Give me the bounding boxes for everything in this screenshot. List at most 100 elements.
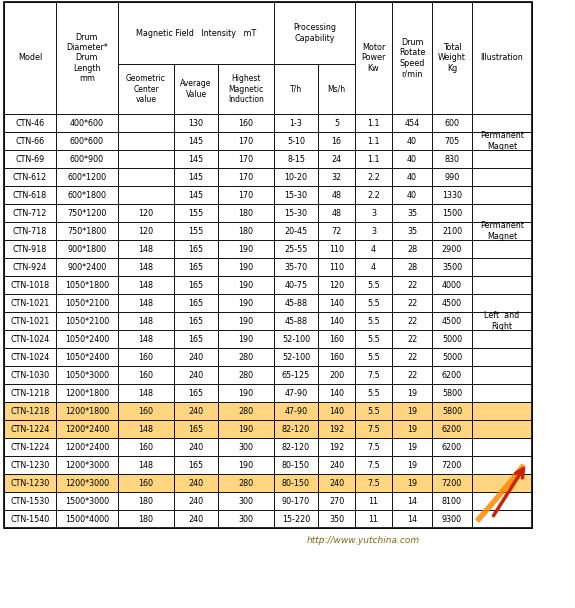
Bar [274,312,318,330]
Bar [218,402,274,420]
Bar [218,204,274,222]
Bar [4,114,56,132]
Text: 270: 270 [329,497,344,505]
Text: 750*1200: 750*1200 [67,209,107,218]
Bar [56,312,118,330]
Bar [174,168,218,186]
Bar [355,438,392,456]
Bar [4,510,56,528]
Bar [392,132,432,150]
Text: 120: 120 [139,227,154,235]
Bar [392,294,432,312]
Text: 160: 160 [139,478,154,488]
Text: 6200: 6200 [442,443,462,452]
Bar [56,168,118,186]
Text: 120: 120 [139,209,154,218]
Bar [56,114,118,132]
Bar [472,2,532,114]
Bar [174,348,218,366]
Text: 1.1: 1.1 [367,137,380,145]
Bar [118,222,174,240]
Bar [274,294,318,312]
Bar [355,420,392,438]
Bar [392,510,432,528]
Bar [392,420,432,438]
Bar [118,64,174,114]
Bar [218,132,274,150]
Text: 140: 140 [329,299,344,308]
Bar [56,312,118,330]
Bar [4,186,56,204]
Bar [218,330,274,348]
Text: 19: 19 [407,407,417,415]
Text: 47-90: 47-90 [285,389,308,398]
Bar [318,330,355,348]
Text: Model: Model [18,54,42,63]
Bar [218,474,274,492]
Text: CTN-46: CTN-46 [16,119,45,128]
Bar [432,132,472,150]
Text: 1500*3000: 1500*3000 [65,497,109,505]
Bar [4,456,56,474]
Bar [318,150,355,168]
Bar [218,420,274,438]
Text: 280: 280 [239,353,254,362]
Text: 90-170: 90-170 [282,497,310,505]
Bar [118,276,174,294]
Text: 5.5: 5.5 [367,353,380,362]
Bar [56,276,118,294]
Bar [472,384,532,402]
Bar [274,348,318,366]
Bar [274,312,318,330]
Bar [432,492,472,510]
Bar [274,222,318,240]
Bar [318,456,355,474]
Bar [218,420,274,438]
Bar [118,168,174,186]
Bar [392,276,432,294]
Bar [174,456,218,474]
Text: 65-125: 65-125 [282,370,310,379]
Text: 48: 48 [332,190,342,199]
Bar [355,2,392,114]
Bar [218,132,274,150]
Text: 5800: 5800 [442,389,462,398]
Text: 280: 280 [239,370,254,379]
Bar [56,150,118,168]
Bar [174,474,218,492]
Text: Processing
Capability: Processing Capability [293,23,336,43]
Bar [318,258,355,276]
Bar [274,294,318,312]
Bar [318,294,355,312]
Bar [56,150,118,168]
Bar [355,132,392,150]
Bar [318,150,355,168]
Text: 190: 190 [239,389,254,398]
Bar [318,168,355,186]
Bar [174,492,218,510]
Text: 170: 170 [239,137,254,145]
Bar [472,168,532,186]
Text: CTN-1218: CTN-1218 [10,407,49,415]
Text: T/h: T/h [290,85,302,94]
Bar [174,402,218,420]
Text: 1.1: 1.1 [367,119,380,128]
Bar [392,2,432,114]
Text: 7.5: 7.5 [367,424,380,434]
Bar [472,168,532,186]
Bar [472,204,532,222]
Bar [118,258,174,276]
Text: 300: 300 [239,497,254,505]
Bar [218,492,274,510]
Bar [56,330,118,348]
Bar [355,114,392,132]
Bar [432,456,472,474]
Bar [274,384,318,402]
Bar [274,204,318,222]
Bar [318,312,355,330]
Bar [4,294,56,312]
Bar [174,456,218,474]
Bar [318,186,355,204]
Bar [432,240,472,258]
Text: 165: 165 [189,263,204,272]
